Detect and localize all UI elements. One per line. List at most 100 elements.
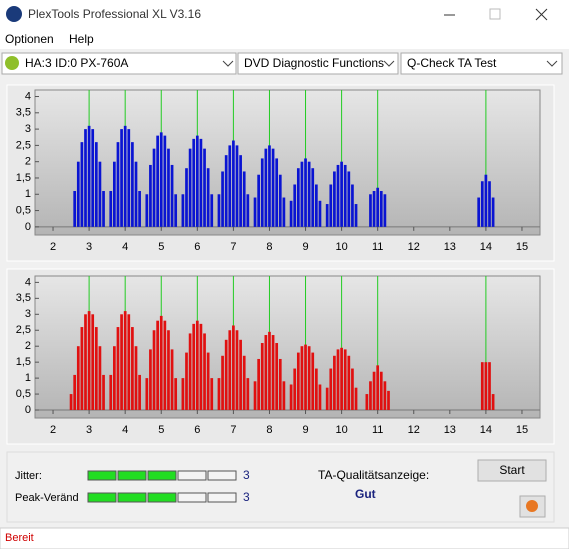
x-tick-label: 6 bbox=[194, 424, 200, 436]
bar bbox=[343, 349, 347, 411]
bar bbox=[268, 145, 271, 227]
bar bbox=[336, 349, 340, 411]
menu-item[interactable]: Help bbox=[69, 32, 94, 46]
bar bbox=[300, 346, 304, 411]
x-tick-label: 7 bbox=[230, 241, 236, 253]
bar bbox=[246, 378, 250, 411]
bar bbox=[221, 171, 224, 227]
bar bbox=[94, 327, 98, 411]
bar bbox=[138, 191, 141, 227]
menu-item[interactable]: Optionen bbox=[5, 32, 54, 46]
x-tick-label: 13 bbox=[444, 424, 456, 436]
bar bbox=[347, 355, 351, 411]
bar bbox=[224, 339, 228, 411]
bar bbox=[156, 135, 159, 227]
y-tick-label: 2,5 bbox=[16, 324, 31, 336]
bar bbox=[242, 171, 246, 227]
bar bbox=[152, 148, 156, 227]
function-label: DVD Diagnostic Functions bbox=[244, 56, 384, 70]
bar bbox=[109, 191, 113, 227]
dropdown-arrow bbox=[383, 60, 395, 67]
bar bbox=[192, 138, 196, 227]
bar bbox=[152, 330, 156, 411]
dropdown-arrow bbox=[546, 60, 558, 67]
bar bbox=[318, 200, 322, 227]
bar bbox=[185, 352, 188, 411]
x-tick-label: 6 bbox=[194, 241, 200, 253]
bar bbox=[113, 161, 116, 227]
status-text: Bereit bbox=[5, 532, 34, 544]
meter-value: 3 bbox=[243, 468, 250, 482]
bar bbox=[376, 187, 380, 227]
test-select[interactable] bbox=[400, 52, 563, 75]
bar bbox=[199, 138, 203, 227]
bar bbox=[221, 355, 224, 411]
title-bar bbox=[0, 0, 569, 29]
x-tick-label: 10 bbox=[335, 424, 347, 436]
bar bbox=[206, 168, 210, 227]
bar bbox=[379, 371, 383, 411]
bar bbox=[315, 184, 318, 227]
bar bbox=[210, 194, 214, 227]
bar bbox=[351, 184, 354, 227]
drive-select[interactable] bbox=[1, 52, 237, 75]
meter-segment bbox=[147, 492, 177, 503]
bar bbox=[333, 355, 336, 411]
bar bbox=[123, 125, 127, 227]
bar bbox=[159, 315, 163, 411]
meter-segment bbox=[87, 470, 117, 481]
bar bbox=[192, 323, 196, 411]
bar bbox=[347, 171, 351, 227]
bar bbox=[264, 335, 268, 411]
x-tick-label: 15 bbox=[516, 424, 528, 436]
bar bbox=[76, 161, 80, 227]
bar bbox=[333, 171, 336, 227]
bar bbox=[80, 142, 84, 227]
bar bbox=[163, 320, 167, 411]
bar bbox=[73, 191, 77, 227]
bar bbox=[91, 129, 95, 227]
bar bbox=[268, 331, 271, 411]
bar bbox=[181, 378, 185, 411]
bar bbox=[232, 325, 235, 411]
bar bbox=[98, 346, 102, 411]
start-button[interactable] bbox=[477, 459, 547, 482]
bar bbox=[159, 132, 163, 227]
bar bbox=[174, 378, 178, 411]
bar bbox=[145, 378, 149, 411]
info-icon bbox=[526, 500, 538, 512]
bar bbox=[242, 355, 246, 411]
bar bbox=[224, 155, 228, 227]
bar bbox=[116, 327, 120, 411]
app-icon bbox=[6, 6, 22, 22]
bar bbox=[340, 161, 343, 227]
x-tick-label: 5 bbox=[158, 424, 164, 436]
bar bbox=[304, 158, 307, 227]
bar bbox=[156, 320, 159, 411]
bar bbox=[123, 311, 127, 411]
bar bbox=[282, 381, 286, 411]
y-tick-label: 4 bbox=[25, 90, 31, 102]
x-tick-label: 2 bbox=[50, 424, 56, 436]
y-tick-label: 1,5 bbox=[16, 356, 31, 368]
window-title: PlexTools Professional XL V3.16 bbox=[28, 7, 201, 21]
bar bbox=[206, 352, 210, 411]
bar bbox=[329, 368, 333, 411]
bar bbox=[217, 194, 221, 227]
meter-segment bbox=[177, 492, 207, 503]
bar bbox=[167, 330, 170, 411]
meter-label: Jitter: bbox=[15, 470, 42, 482]
bar bbox=[131, 142, 134, 227]
function-select[interactable] bbox=[237, 52, 399, 75]
bar bbox=[109, 374, 113, 411]
y-tick-label: 1,5 bbox=[16, 172, 31, 184]
x-tick-label: 4 bbox=[122, 241, 128, 253]
x-tick-label: 3 bbox=[86, 424, 92, 436]
bar bbox=[354, 204, 358, 227]
close-button[interactable] bbox=[535, 8, 548, 21]
bar bbox=[484, 362, 488, 411]
x-tick-label: 9 bbox=[302, 424, 308, 436]
bar bbox=[289, 200, 293, 227]
x-tick-label: 9 bbox=[302, 241, 308, 253]
x-tick-label: 5 bbox=[158, 241, 164, 253]
